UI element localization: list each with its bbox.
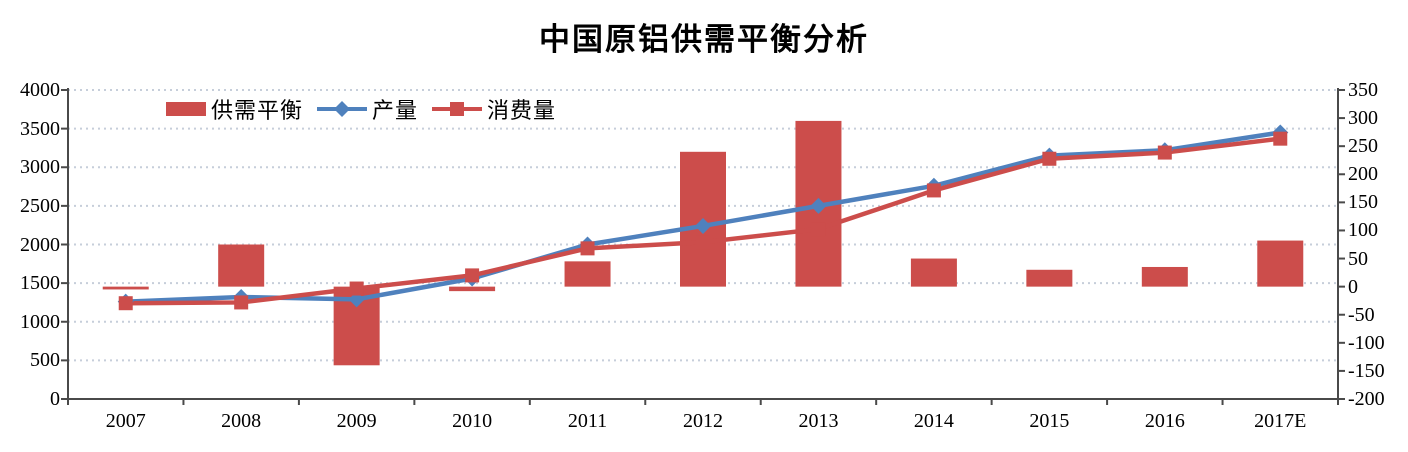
right-axis-label: 0 bbox=[1348, 275, 1358, 298]
left-axis-label: 2000 bbox=[20, 233, 60, 256]
diamond-marker-2012 bbox=[695, 217, 711, 234]
bar-2017E bbox=[1257, 240, 1304, 287]
left-axis-label: 3500 bbox=[20, 117, 60, 140]
x-axis-label: 2007 bbox=[105, 410, 146, 432]
bar-2011 bbox=[564, 261, 611, 287]
bar-2008 bbox=[218, 244, 265, 287]
x-axis-label: 2011 bbox=[567, 410, 608, 432]
legend-item-balance: 供需平衡 bbox=[166, 93, 303, 125]
bar-2007 bbox=[102, 286, 149, 290]
x-axis-label: 2010 bbox=[452, 410, 493, 432]
left-axis-label: 3000 bbox=[20, 156, 60, 179]
x-axis-label: 2008 bbox=[221, 410, 262, 432]
left-axis-label: 1000 bbox=[20, 310, 60, 333]
square-marker-2011 bbox=[580, 241, 595, 256]
right-axis-label: 100 bbox=[1348, 219, 1378, 242]
legend-item-production: 产量 bbox=[317, 93, 418, 125]
x-axis-label: 2014 bbox=[913, 410, 954, 432]
right-axis-label: 250 bbox=[1348, 135, 1378, 158]
right-axis-label: -50 bbox=[1348, 303, 1375, 326]
right-axis-label: -100 bbox=[1348, 331, 1385, 354]
left-axis-label: 1500 bbox=[20, 272, 60, 295]
square-marker-2017E bbox=[1273, 131, 1288, 146]
legend: 供需平衡 产量 消费量 bbox=[166, 93, 556, 125]
x-axis-label: 2012 bbox=[683, 410, 723, 432]
left-axis-label: 2500 bbox=[20, 194, 60, 217]
line-square-swatch-icon bbox=[432, 102, 483, 116]
left-axis-label: 4000 bbox=[20, 79, 60, 101]
bar-2015 bbox=[1026, 269, 1073, 287]
right-axis-label: 350 bbox=[1348, 79, 1378, 101]
legend-label: 供需平衡 bbox=[211, 98, 304, 123]
square-marker-2015 bbox=[1042, 151, 1057, 166]
square-marker-2008 bbox=[234, 295, 249, 310]
square-marker-2010 bbox=[465, 268, 480, 283]
square-marker-2012 bbox=[696, 235, 710, 250]
legend-label: 产量 bbox=[372, 98, 419, 123]
x-axis-label: 2009 bbox=[336, 410, 377, 432]
x-axis-label: 2016 bbox=[1144, 410, 1185, 432]
square-marker-2016 bbox=[1157, 145, 1172, 160]
legend-label: 消费量 bbox=[487, 98, 557, 123]
left-axis-label: 500 bbox=[30, 349, 60, 372]
right-axis-label: 200 bbox=[1348, 163, 1378, 186]
diamond-marker-2013 bbox=[810, 197, 827, 214]
right-axis-label: -150 bbox=[1348, 359, 1385, 382]
right-axis-label: 300 bbox=[1348, 107, 1378, 130]
square-marker-2009 bbox=[349, 281, 364, 296]
square-marker-2014 bbox=[926, 183, 941, 198]
right-axis-label: -200 bbox=[1348, 388, 1385, 410]
right-axis-label: 50 bbox=[1348, 247, 1368, 270]
x-axis-label: 2013 bbox=[798, 410, 839, 432]
x-axis-label: 2017E bbox=[1254, 410, 1307, 432]
bar-2010 bbox=[449, 286, 496, 292]
square-marker-2007 bbox=[118, 296, 133, 311]
bar-2016 bbox=[1141, 266, 1188, 287]
line-diamond-swatch-icon bbox=[317, 101, 368, 117]
x-axis-label: 2015 bbox=[1029, 410, 1070, 432]
legend-item-consumption: 消费量 bbox=[432, 93, 556, 125]
bar-2014 bbox=[910, 258, 957, 287]
left-axis-label: 0 bbox=[50, 388, 60, 410]
bar-swatch-icon bbox=[166, 102, 206, 116]
right-axis-label: 150 bbox=[1348, 191, 1378, 214]
chart-title: 中国原铝供需平衡分析 bbox=[539, 22, 869, 57]
square-marker-2013 bbox=[811, 222, 826, 237]
